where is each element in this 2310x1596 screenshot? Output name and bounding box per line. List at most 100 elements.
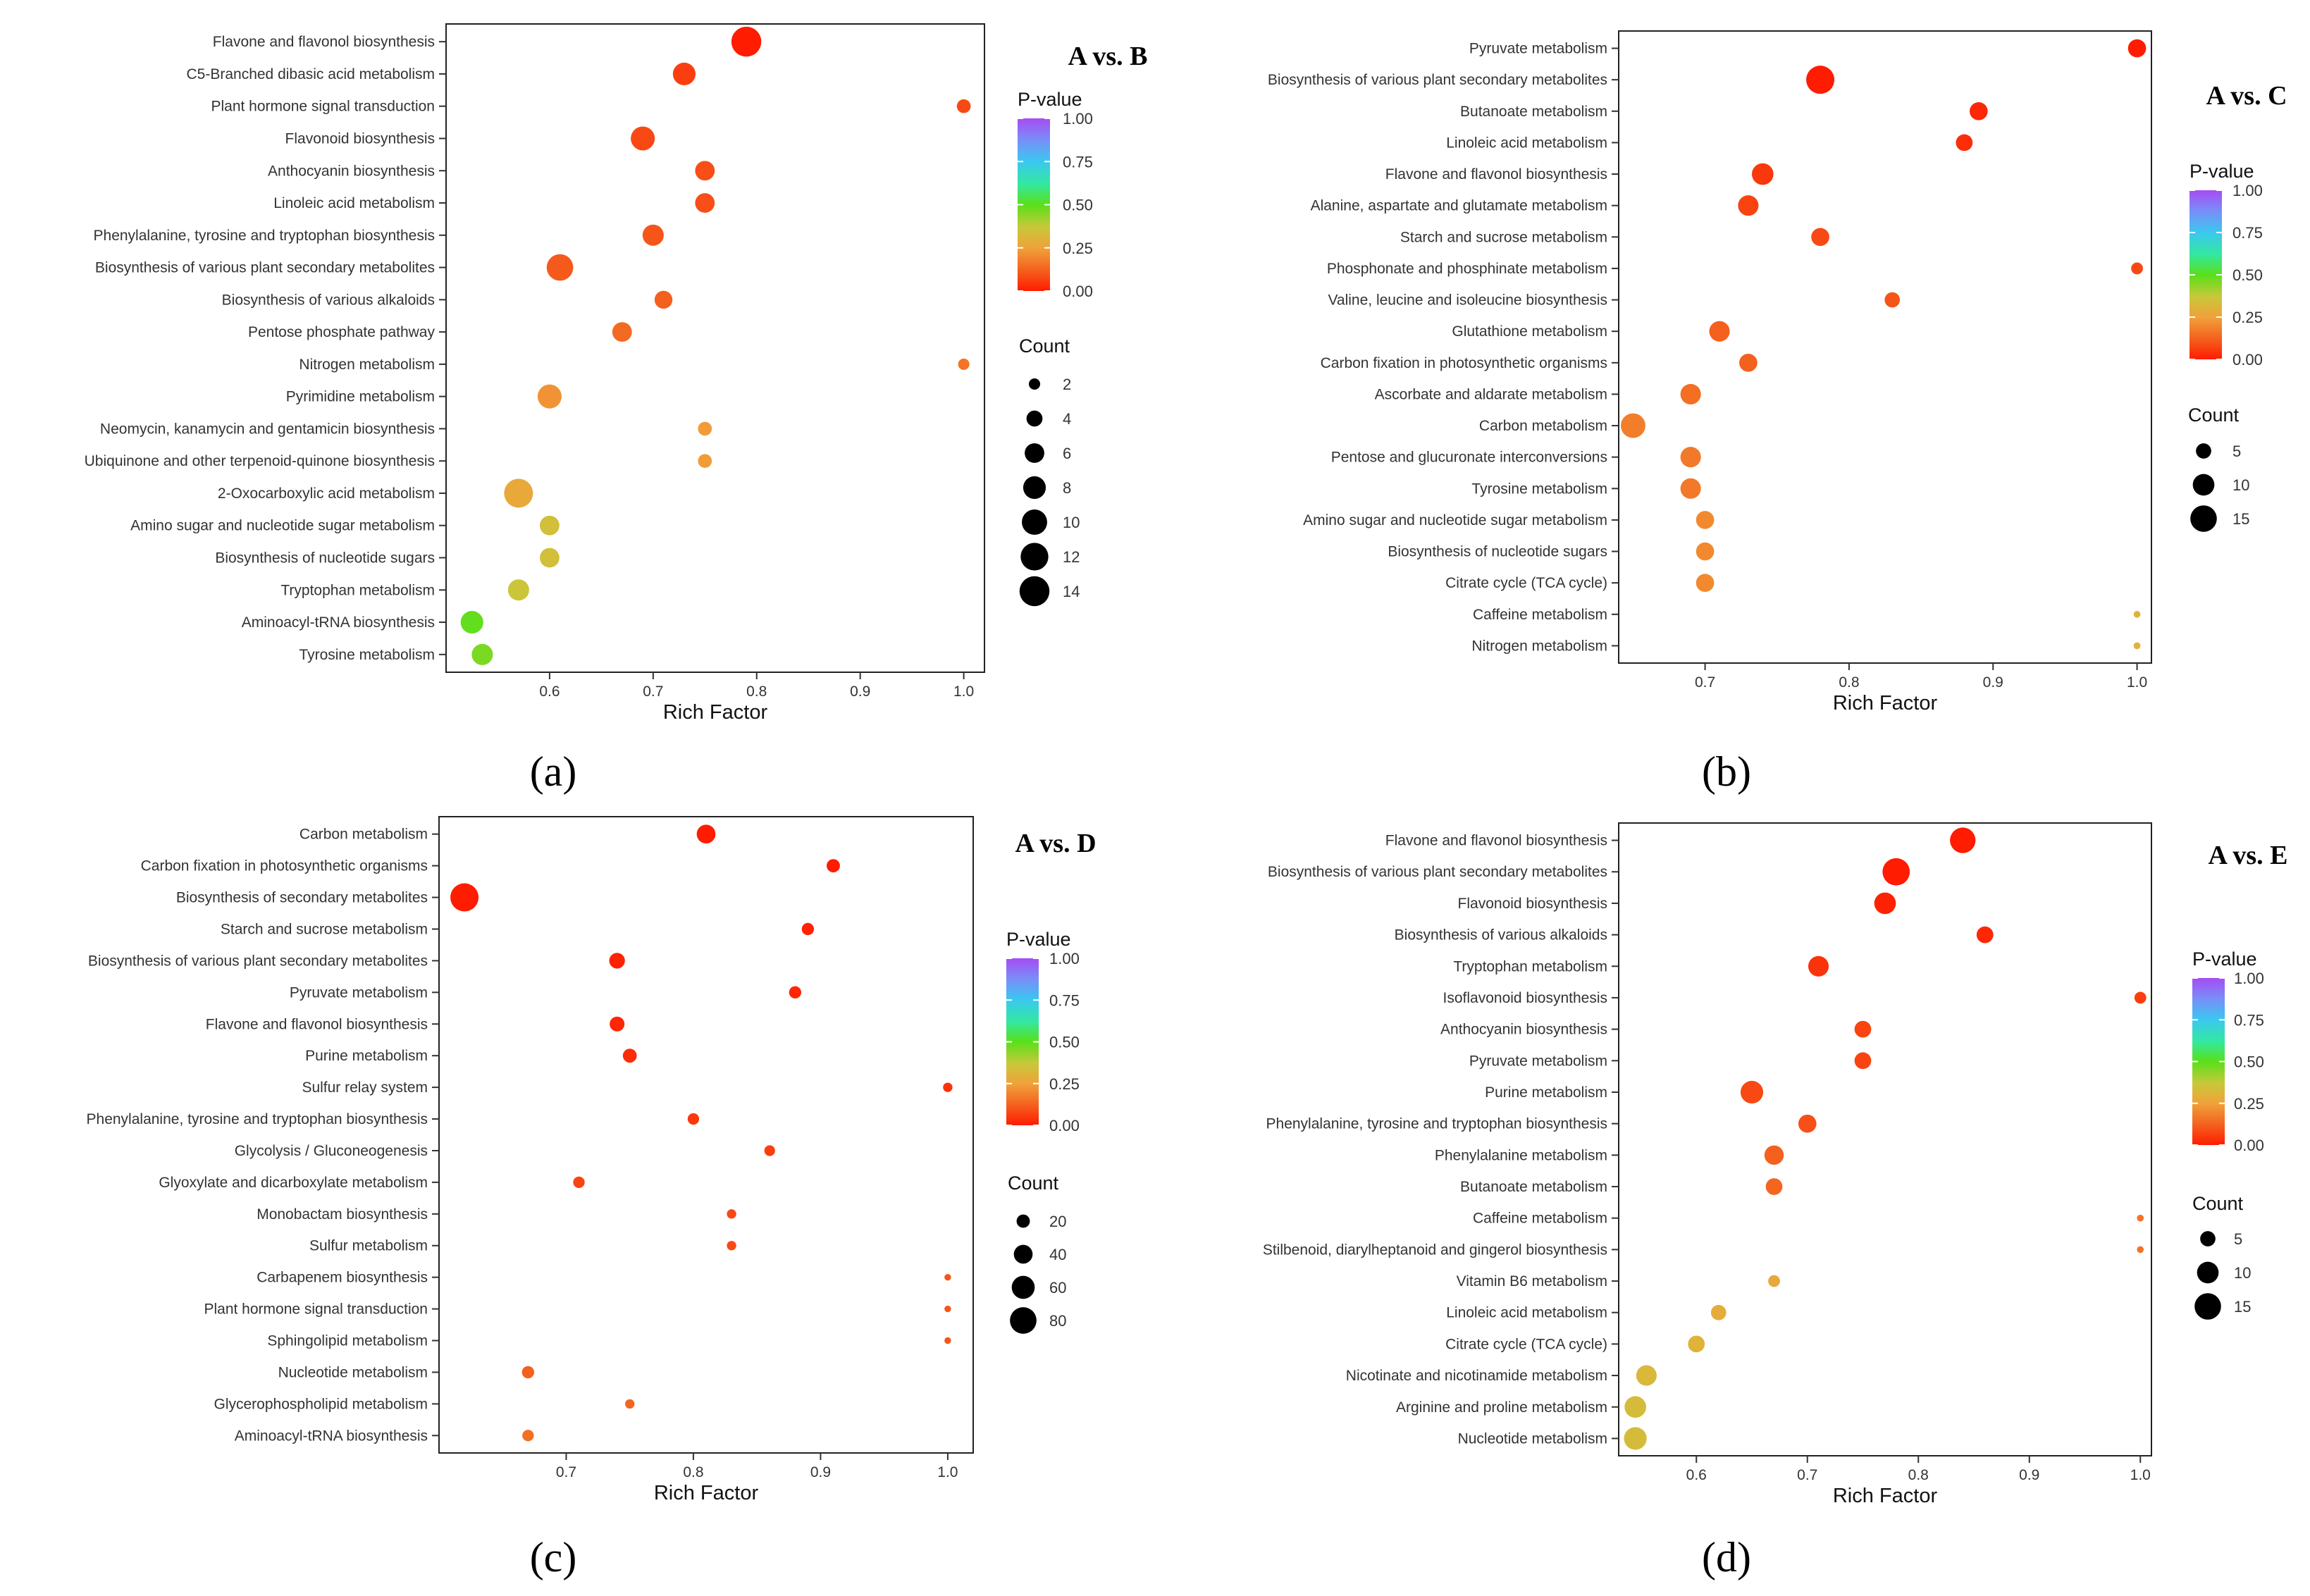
- point-phenylalanine-tyrosine-and-tryptophan-biosynthesis: [1798, 1114, 1817, 1133]
- y-tick-label-biosynthesis-of-various-plant-secondary-metabolites: Biosynthesis of various plant secondary …: [95, 260, 435, 276]
- color-legend-label: 0.75: [1063, 153, 1093, 171]
- point-ascorbate-and-aldarate-metabolism: [1680, 383, 1701, 404]
- point-phenylalanine-metabolism: [1764, 1145, 1784, 1165]
- point-glutathione-metabolism: [1709, 321, 1730, 342]
- y-tick-label-amino-sugar-and-nucleotide-sugar-metabolism: Amino sugar and nucleotide sugar metabol…: [1303, 512, 1607, 528]
- x-tick-label: 0.6: [539, 683, 560, 700]
- y-tick-label-plant-hormone-signal-transduction: Plant hormone signal transduction: [211, 99, 435, 115]
- y-tick-label-flavone-and-flavonol-biosynthesis: Flavone and flavonol biosynthesis: [213, 34, 435, 50]
- y-tick-label-biosynthesis-of-nucleotide-sugars: Biosynthesis of nucleotide sugars: [215, 550, 435, 567]
- point-purine-metabolism: [1740, 1080, 1764, 1104]
- size-legend-label: 20: [1049, 1213, 1066, 1230]
- y-tick-label-biosynthesis-of-various-plant-secondary-metabolites: Biosynthesis of various plant secondary …: [1268, 72, 1607, 88]
- y-tick-label-nitrogen-metabolism: Nitrogen metabolism: [299, 357, 435, 373]
- y-tick-label-biosynthesis-of-various-alkaloids: Biosynthesis of various alkaloids: [222, 292, 435, 308]
- y-tick-label-flavone-and-flavonol-biosynthesis: Flavone and flavonol biosynthesis: [1385, 833, 1607, 849]
- point-flavone-and-flavonol-biosynthesis: [1751, 163, 1774, 185]
- y-tick-label-glycolysis-gluconeogenesis: Glycolysis / Gluconeogenesis: [235, 1143, 428, 1159]
- size-legend-title: Count: [2188, 404, 2240, 426]
- y-tick-label-starch-and-sucrose-metabolism: Starch and sucrose metabolism: [221, 921, 428, 937]
- panel-caption: (a): [530, 748, 577, 795]
- y-tick-label-flavone-and-flavonol-biosynthesis: Flavone and flavonol biosynthesis: [1385, 166, 1607, 183]
- point-biosynthesis-of-various-alkaloids: [654, 290, 673, 309]
- y-tick-label-butanoate-metabolism: Butanoate metabolism: [1460, 1179, 1607, 1195]
- y-tick-label-ubiquinone-and-other-terpenoid-quinone-biosynthesis: Ubiquinone and other terpenoid-quinone b…: [85, 453, 435, 469]
- y-tick-label-tryptophan-metabolism: Tryptophan metabolism: [1453, 958, 1607, 975]
- panel-caption: (b): [1702, 748, 1751, 795]
- point-biosynthesis-of-various-plant-secondary-metabolites: [1806, 66, 1835, 94]
- size-legend-label: 10: [2234, 1264, 2251, 1282]
- point-glycolysis-gluconeogenesis: [764, 1145, 775, 1156]
- y-tick-label-linoleic-acid-metabolism: Linoleic acid metabolism: [273, 195, 435, 211]
- x-tick-label: 0.8: [1908, 1467, 1929, 1483]
- comparison-title: A vs. D: [1015, 829, 1096, 858]
- size-legend-circle: [1016, 1214, 1030, 1228]
- x-axis-label: Rich Factor: [1833, 1485, 1938, 1507]
- size-legend-circle: [1028, 378, 1041, 390]
- plot-frame: [438, 816, 974, 1454]
- point-pyruvate-metabolism: [1854, 1052, 1872, 1070]
- color-legend-label: 0.00: [1063, 283, 1093, 300]
- point-citrate-cycle-tca-cycle: [1688, 1335, 1705, 1353]
- point-pyrimidine-metabolism: [537, 384, 562, 409]
- x-tick-label: 1.0: [937, 1464, 958, 1480]
- point-flavone-and-flavonol-biosynthesis: [731, 26, 762, 57]
- size-legend-circle: [1022, 509, 1047, 535]
- y-tick-label-biosynthesis-of-various-plant-secondary-metabolites: Biosynthesis of various plant secondary …: [88, 953, 428, 969]
- point-carbon-metabolism: [696, 824, 716, 844]
- size-legend-circle: [2192, 474, 2215, 496]
- size-legend-label: 5: [2234, 1230, 2242, 1248]
- point-pentose-and-glucuronate-interconversions: [1680, 447, 1701, 468]
- point-isoflavonoid-biosynthesis: [2134, 991, 2147, 1004]
- point-anthocyanin-biosynthesis: [695, 161, 715, 181]
- point-amino-sugar-and-nucleotide-sugar-metabolism: [1696, 511, 1715, 529]
- point-phenylalanine-tyrosine-and-tryptophan-biosynthesis: [642, 224, 664, 246]
- size-legend-title: Count: [2192, 1193, 2244, 1214]
- size-legend-label: 10: [1063, 514, 1080, 531]
- point-phenylalanine-tyrosine-and-tryptophan-biosynthesis: [687, 1113, 700, 1125]
- point-ubiquinone-and-other-terpenoid-quinone-biosynthesis: [698, 454, 712, 469]
- y-tick-label-aminoacyl-trna-biosynthesis: Aminoacyl-tRNA biosynthesis: [242, 614, 435, 631]
- y-tick-label-isoflavonoid-biosynthesis: Isoflavonoid biosynthesis: [1443, 990, 1607, 1006]
- x-axis-label: Rich Factor: [663, 701, 768, 724]
- point-sphingolipid-metabolism: [944, 1337, 951, 1344]
- color-legend-label: 0.50: [2234, 1053, 2264, 1071]
- point-biosynthesis-of-various-plant-secondary-metabolites: [1882, 858, 1910, 886]
- y-tick-label-flavonoid-biosynthesis: Flavonoid biosynthesis: [285, 130, 435, 147]
- color-legend-title: P-value: [1018, 89, 1082, 110]
- size-legend-circle: [2200, 1231, 2216, 1247]
- point-starch-and-sucrose-metabolism: [1811, 228, 1829, 247]
- color-legend-label: 0.50: [1063, 197, 1093, 214]
- y-tick-label-alanine-aspartate-and-glutamate-metabolism: Alanine, aspartate and glutamate metabol…: [1311, 198, 1607, 214]
- panel-caption: (c): [530, 1534, 577, 1580]
- size-legend-circle: [1026, 410, 1043, 427]
- y-tick-label-tryptophan-metabolism: Tryptophan metabolism: [280, 582, 435, 598]
- size-legend-circle: [2190, 505, 2217, 532]
- point-amino-sugar-and-nucleotide-sugar-metabolism: [540, 515, 560, 536]
- point-c5-branched-dibasic-acid-metabolism: [672, 62, 696, 86]
- y-tick-label-purine-metabolism: Purine metabolism: [305, 1048, 428, 1064]
- point-nicotinate-and-nicotinamide-metabolism: [1636, 1365, 1657, 1386]
- point-glycerophospholipid-metabolism: [625, 1399, 635, 1409]
- color-legend-label: 0.00: [1049, 1117, 1080, 1134]
- size-legend-circle: [2197, 1261, 2219, 1284]
- point-sulfur-metabolism: [727, 1241, 736, 1251]
- x-tick-label: 0.9: [810, 1464, 831, 1480]
- y-tick-label-linoleic-acid-metabolism: Linoleic acid metabolism: [1446, 1305, 1607, 1321]
- point-caffeine-metabolism: [2133, 610, 2141, 618]
- point-valine-leucine-and-isoleucine-biosynthesis: [1884, 292, 1901, 308]
- y-tick-label-2-oxocarboxylic-acid-metabolism: 2-Oxocarboxylic acid metabolism: [218, 485, 435, 502]
- point-flavone-and-flavonol-biosynthesis: [1950, 827, 1976, 853]
- y-tick-label-linoleic-acid-metabolism: Linoleic acid metabolism: [1446, 135, 1607, 151]
- point-tryptophan-metabolism: [507, 579, 529, 601]
- size-legend-label: 80: [1049, 1312, 1066, 1330]
- point-phosphonate-and-phosphinate-metabolism: [2131, 262, 2143, 275]
- size-legend-circle: [2194, 1293, 2221, 1320]
- color-legend-title: P-value: [2192, 948, 2257, 970]
- y-tick-label-citrate-cycle-tca-cycle: Citrate cycle (TCA cycle): [1445, 1336, 1607, 1352]
- point-arginine-and-proline-metabolism: [1624, 1396, 1646, 1418]
- y-tick-label-glutathione-metabolism: Glutathione metabolism: [1452, 323, 1607, 340]
- x-axis-label: Rich Factor: [654, 1482, 759, 1504]
- y-tick-label-glycerophospholipid-metabolism: Glycerophospholipid metabolism: [214, 1396, 428, 1412]
